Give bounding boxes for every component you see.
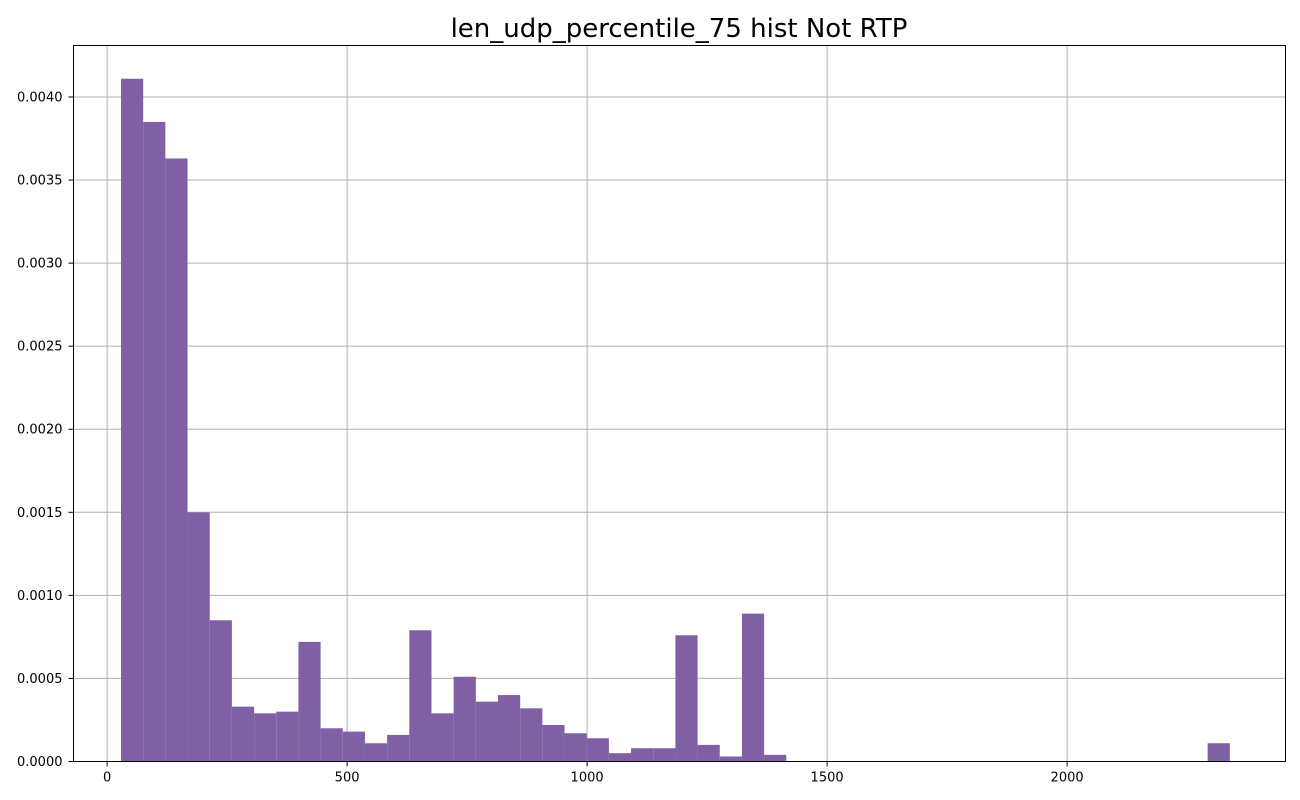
histogram-bar [121,78,144,762]
y-tick-label: 0.0005 [17,672,63,687]
histogram-bar [209,620,232,762]
histogram-bar [586,738,609,762]
histogram-bar [276,711,299,762]
histogram-bar [564,733,587,762]
histogram-bar [165,158,188,762]
plot-area-frame [73,45,1286,762]
x-tick-label: 500 [335,771,360,786]
histogram-bar [453,676,476,762]
histogram-bar [697,744,720,762]
histogram-bar [298,641,321,762]
y-tick-label: 0.0040 [17,90,63,105]
histogram-bar [520,708,543,762]
bars [121,78,1230,762]
histogram-bar [1207,743,1230,762]
y-tick-label: 0.0015 [17,506,63,521]
histogram-bar [187,512,210,762]
histogram-bar [675,635,698,762]
y-tick-label: 0.0000 [17,755,63,770]
x-tick-label: 0 [103,771,111,786]
histogram-bar [764,754,787,762]
histogram-bar [231,706,255,762]
histogram-bar [387,734,410,762]
y-tick-label: 0.0020 [17,423,63,438]
x-tick-label: 1500 [811,771,844,786]
histogram-bar [342,731,365,762]
histogram-bar [143,121,166,762]
histogram-bar [475,701,499,762]
histogram-bar [320,728,343,762]
x-axis-ticks: 0 500 1000 1500 2000 [103,761,1084,786]
histogram-bar [719,756,742,762]
histogram-bar [431,713,454,762]
histogram-bar [409,630,432,762]
histogram-bar [498,695,521,762]
histogram-bar [608,753,632,762]
histogram-bar [631,748,654,762]
histogram-bar [653,748,676,762]
y-tick-label: 0.0025 [17,340,63,355]
y-tick-label: 0.0010 [17,589,63,604]
x-tick-label: 2000 [1051,771,1084,786]
y-axis-ticks: 0.0000 0.0005 0.0010 0.0015 0.0020 0.0025 0.00… [17,90,74,770]
y-tick-label: 0.0030 [17,257,63,272]
x-tick-label: 1000 [571,771,604,786]
histogram-bar [741,613,765,762]
y-tick-label: 0.0035 [17,174,63,189]
chart-title: len_udp_percentile_75 hist Not RTP [451,14,908,44]
histogram-bar [364,743,388,762]
histogram-bar [542,724,565,762]
histogram-bar [254,713,277,762]
